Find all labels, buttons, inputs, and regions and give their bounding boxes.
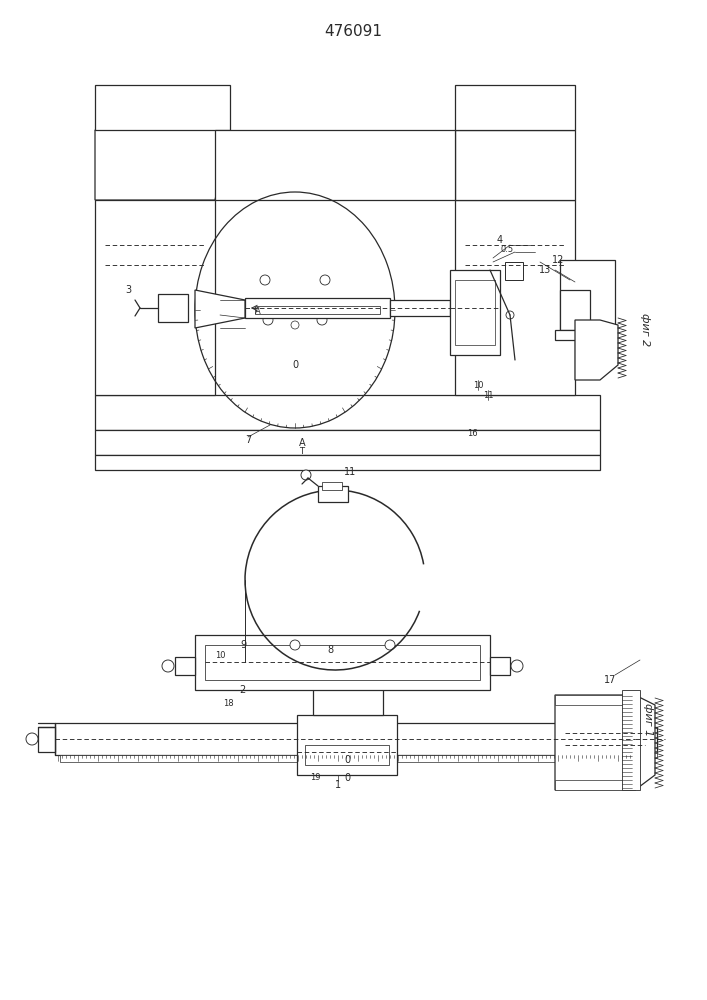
Bar (95, 430, 600, 455)
Text: 11: 11 (344, 467, 356, 477)
Text: 2: 2 (239, 685, 245, 695)
Text: 0: 0 (292, 360, 298, 370)
Bar (505, 262, 523, 280)
Bar (455, 85, 575, 130)
Bar (55, 723, 635, 755)
Text: 0: 0 (344, 773, 350, 783)
Circle shape (511, 660, 523, 672)
Bar (490, 657, 510, 675)
Text: фиг 1: фиг 1 (643, 703, 653, 737)
Circle shape (263, 315, 273, 325)
Bar (455, 200, 575, 395)
Bar (297, 715, 397, 775)
Bar (455, 280, 495, 345)
Bar (158, 294, 188, 322)
Text: 18: 18 (223, 698, 233, 708)
Bar (560, 290, 590, 330)
Circle shape (260, 275, 270, 285)
Bar (95, 395, 600, 430)
Text: 11: 11 (483, 390, 493, 399)
Circle shape (385, 640, 395, 650)
Bar (622, 690, 640, 790)
Text: 8: 8 (327, 645, 333, 655)
Circle shape (26, 733, 38, 745)
Text: 7: 7 (245, 435, 251, 445)
Circle shape (506, 311, 514, 319)
Bar (390, 300, 450, 316)
Bar (215, 130, 455, 200)
Text: 10: 10 (473, 380, 484, 389)
Polygon shape (575, 320, 618, 380)
Circle shape (162, 660, 174, 672)
Text: 10: 10 (215, 650, 226, 660)
Bar (255, 306, 380, 314)
Text: фиг 2: фиг 2 (640, 313, 650, 347)
Bar (95, 455, 600, 470)
Bar (635, 751, 657, 758)
Bar (313, 650, 383, 715)
Text: 0.5: 0.5 (501, 245, 513, 254)
Bar (205, 645, 480, 680)
Circle shape (311, 301, 319, 309)
Text: 4: 4 (497, 235, 503, 245)
Bar (318, 486, 348, 502)
Text: 9: 9 (240, 640, 246, 650)
Text: 3: 3 (125, 285, 131, 295)
Bar (38, 727, 55, 752)
Bar (560, 260, 615, 335)
Text: 476091: 476091 (324, 24, 382, 39)
Circle shape (301, 470, 311, 480)
Bar (195, 635, 490, 690)
Text: 0: 0 (344, 755, 350, 765)
Text: 12: 12 (551, 255, 564, 265)
Bar (60, 755, 630, 762)
Bar (450, 270, 500, 355)
Bar (555, 695, 635, 705)
Text: 19: 19 (310, 774, 320, 782)
Text: 1: 1 (335, 780, 341, 790)
Bar (555, 330, 595, 340)
Bar (555, 780, 635, 790)
Text: T: T (300, 446, 305, 456)
Text: 17: 17 (604, 675, 617, 685)
Polygon shape (455, 130, 575, 200)
Bar (95, 200, 215, 395)
Circle shape (317, 315, 327, 325)
Circle shape (291, 321, 299, 329)
Text: A: A (255, 308, 261, 316)
Polygon shape (195, 290, 245, 328)
Polygon shape (95, 130, 230, 200)
Circle shape (320, 275, 330, 285)
Circle shape (290, 640, 300, 650)
Bar (245, 298, 390, 318)
Text: 16: 16 (467, 428, 477, 438)
Text: 13: 13 (539, 265, 551, 275)
Text: A: A (298, 438, 305, 448)
Bar (305, 745, 389, 765)
Bar (175, 657, 195, 675)
Circle shape (271, 301, 279, 309)
Bar (635, 727, 657, 752)
Bar (95, 85, 230, 130)
Bar (322, 482, 342, 490)
Polygon shape (555, 695, 655, 790)
